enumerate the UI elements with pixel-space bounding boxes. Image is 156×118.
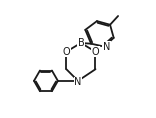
Text: N: N bbox=[103, 42, 110, 52]
Text: O: O bbox=[92, 47, 99, 57]
Text: N: N bbox=[74, 77, 82, 87]
Text: B: B bbox=[78, 38, 84, 48]
Text: O: O bbox=[63, 47, 70, 57]
